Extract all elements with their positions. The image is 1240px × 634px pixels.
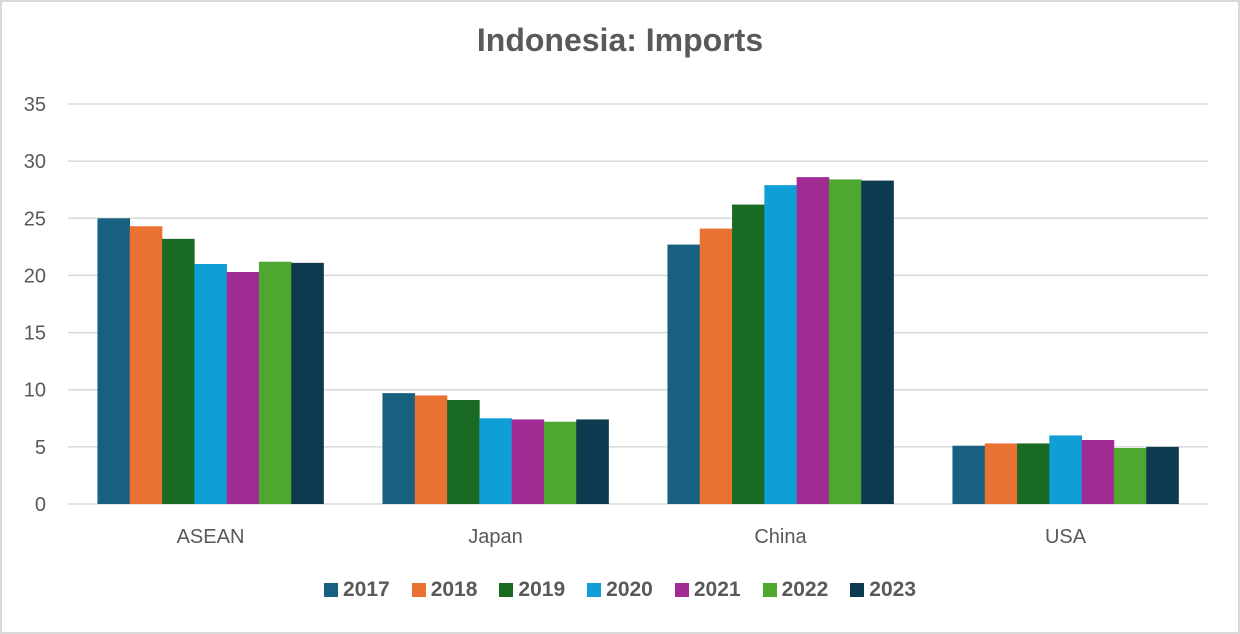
legend-item-2019: 2019 [499,578,565,602]
y-tick-label: 30 [24,151,46,173]
legend: 2017 2018 2019 2020 2021 2022 2023 [0,578,1240,602]
x-tick-label: China [754,526,807,548]
bar-asean-2022 [258,261,292,504]
legend-label: 2021 [693,578,741,601]
y-tick-label: 5 [35,437,46,459]
bar-japan-2022 [543,421,577,504]
legend-swatch-icon [850,583,865,597]
bar-china-2018 [699,228,733,505]
bar-japan-2021 [511,419,545,504]
bar-china-2020 [764,185,797,504]
bar-japan-2023 [576,419,609,504]
bar-usa-2020 [1049,435,1082,504]
x-axis-labels: ASEAN Japan China USA [177,526,1087,548]
y-tick-label: 35 [24,94,46,116]
legend-item-2022: 2022 [762,578,829,602]
bar-asean-2018 [129,226,163,505]
bar-japan-2018 [414,395,448,504]
legend-label: 2019 [518,578,566,601]
legend-swatch-icon [323,583,338,597]
legend-swatch-icon [499,583,514,597]
bars [97,177,1179,505]
legend-label: 2018 [430,578,478,601]
legend-label: 2022 [781,578,829,601]
y-tick-label: 10 [24,380,46,402]
chart-title: Indonesia: Imports [476,22,764,58]
legend-item-2017: 2017 [323,578,390,602]
y-tick-label: 15 [24,323,46,345]
legend-swatch-icon [587,583,602,597]
y-tick-label: 25 [24,208,46,230]
bar-usa-2019 [1017,443,1050,504]
x-tick-label: USA [1045,526,1087,548]
bar-japan-2019 [447,400,480,504]
bar-japan-2017 [382,393,416,504]
legend-item-2018: 2018 [411,578,478,602]
bar-china-2022 [828,179,862,504]
bar-china-2019 [732,204,765,505]
bar-japan-2020 [479,418,512,504]
y-tick-label: 20 [24,265,46,287]
bar-asean-2019 [162,238,195,504]
legend-swatch-icon [674,583,689,597]
legend-swatch-icon [762,583,777,597]
bar-china-2017 [667,244,701,505]
bar-usa-2017 [952,445,986,504]
bar-usa-2022 [1113,448,1147,504]
x-tick-label: Japan [468,526,523,548]
legend-label: 2020 [606,578,653,601]
bar-asean-2020 [194,264,227,504]
legend-swatch-icon [411,583,426,597]
y-tick-label: 0 [35,494,46,516]
y-axis-ticks: 0 5 10 15 20 25 30 35 [24,94,46,516]
bar-asean-2017 [97,218,131,505]
x-tick-label: ASEAN [177,526,245,548]
legend-label: 2017 [342,578,390,601]
legend-label: 2023 [869,578,917,601]
legend-item-2021: 2021 [674,578,741,602]
bar-asean-2021 [226,272,260,504]
bar-china-2021 [796,177,830,504]
bar-usa-2021 [1081,440,1115,504]
bar-china-2023 [861,180,894,505]
bar-asean-2023 [291,262,324,504]
legend-item-2023: 2023 [850,578,916,602]
legend-item-2020: 2020 [587,578,653,602]
bar-usa-2018 [984,443,1018,504]
bar-usa-2023 [1146,446,1179,504]
